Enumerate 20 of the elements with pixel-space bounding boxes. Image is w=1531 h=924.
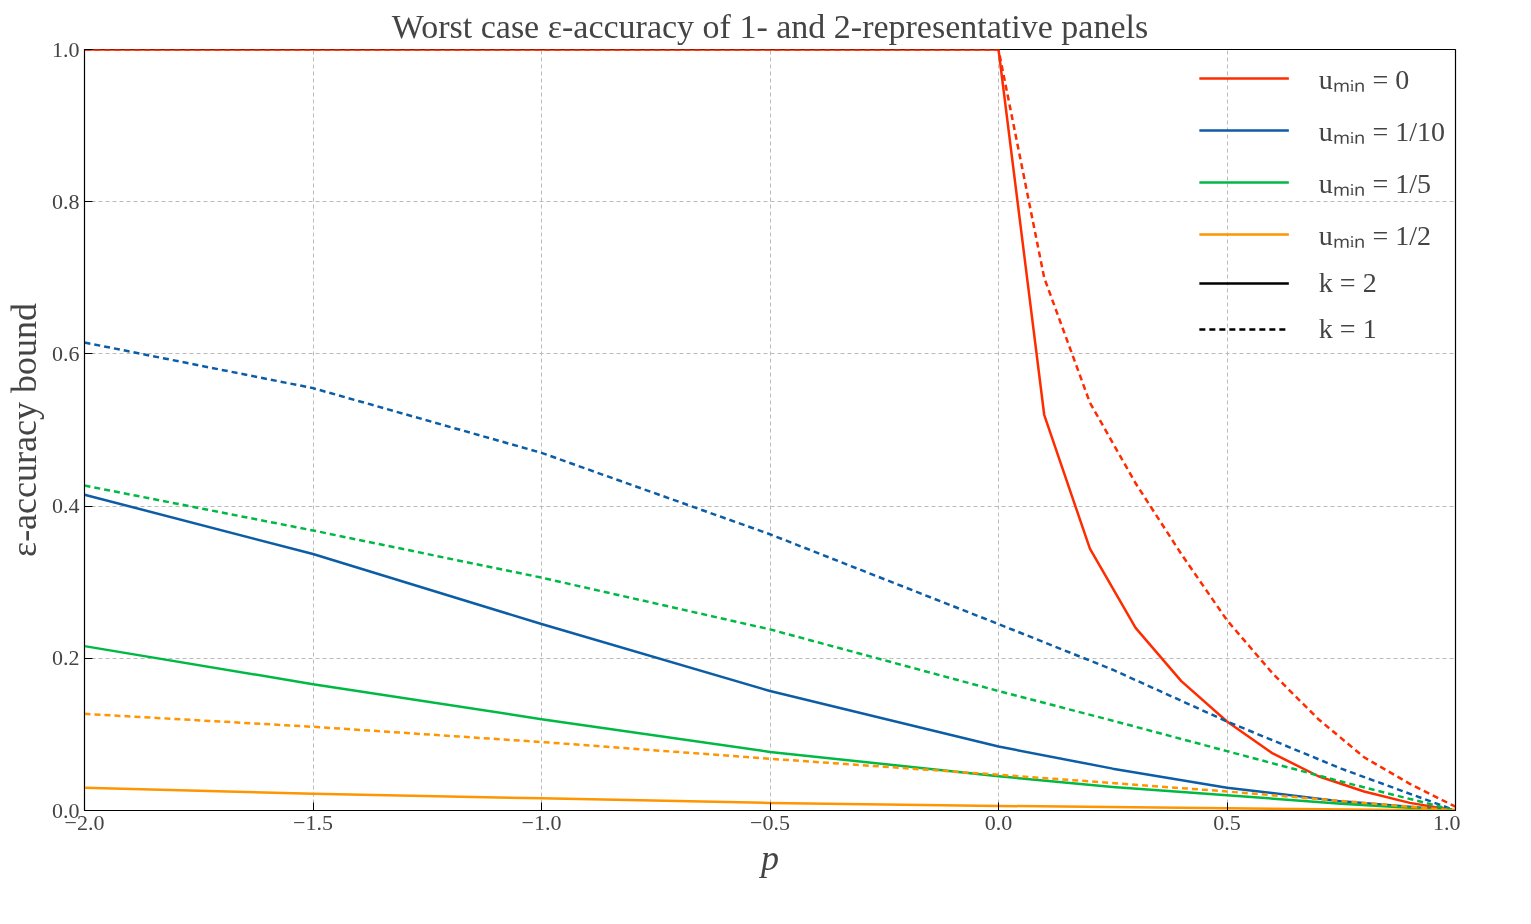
legend-label: uₘᵢₙ = 1/2: [1318, 219, 1431, 253]
y-tick-label: 0.2: [52, 645, 80, 671]
legend-label: k = 1: [1318, 313, 1377, 345]
x-axis-title: p: [758, 837, 779, 878]
x-tick-label: −1.0: [521, 809, 562, 835]
x-tick-label: 0.5: [1213, 809, 1241, 835]
legend-label: uₘᵢₙ = 1/10: [1318, 115, 1445, 149]
y-tick-label: 0.6: [52, 340, 80, 366]
legend-label: k = 2: [1318, 267, 1377, 299]
x-tick-label: 1.0: [1433, 809, 1461, 835]
y-axis-title: ε-accuracy bound: [4, 302, 44, 557]
y-tick-label: 0.4: [52, 493, 80, 519]
legend-label: uₘᵢₙ = 0: [1318, 63, 1410, 97]
chart-title: Worst case ε-accuracy of 1- and 2-representative panels: [391, 7, 1149, 45]
x-tick-label: 0.0: [984, 809, 1013, 835]
x-tick-label: −1.5: [293, 809, 333, 835]
legend-label: uₘᵢₙ = 1/5: [1318, 167, 1431, 201]
x-tick-label: −0.5: [750, 809, 790, 835]
y-tick-label: 0.8: [52, 188, 80, 214]
y-tick-label: 1.0: [52, 36, 80, 62]
